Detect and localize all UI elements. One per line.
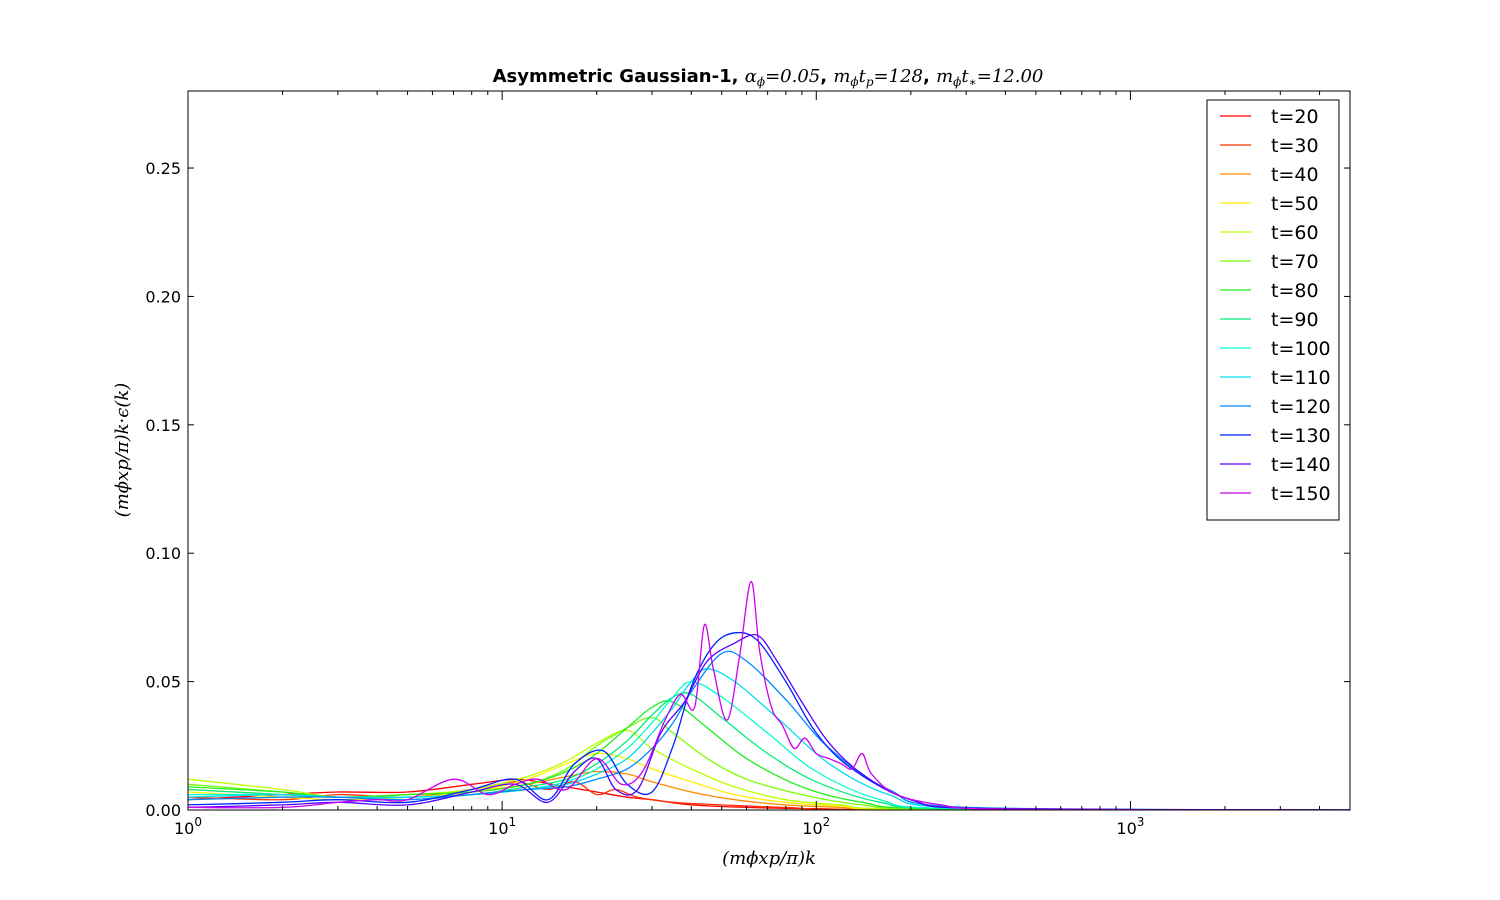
legend-box (1206, 99, 1340, 521)
legend-label-8: t=100 (1271, 338, 1331, 360)
legend-label-12: t=140 (1271, 454, 1331, 476)
x-axis-label: (mϕxp/π)k (722, 848, 816, 869)
x-tick-label-2: 102 (802, 815, 830, 838)
legend: t=20 t=30 t=40 t=50 t=60 t=70 t=80 t=90 t=100 t=1… (1206, 99, 1340, 521)
legend-label-2: t=40 (1271, 164, 1319, 186)
legend-label-9: t=110 (1271, 367, 1331, 389)
x-tick-label-0: 100 (174, 815, 202, 838)
legend-label-6: t=80 (1271, 280, 1319, 302)
y-tick-label-3: 0.15 (145, 416, 181, 435)
series-line-9 (188, 668, 1350, 810)
legend-label-11: t=130 (1271, 425, 1331, 447)
series-line-11 (188, 631, 1350, 810)
x-tick-label-1: 101 (488, 815, 516, 838)
y-tick-label-2: 0.10 (145, 544, 181, 563)
series-line-12 (188, 634, 1350, 810)
x-tick-label-3: 103 (1116, 815, 1144, 838)
y-tick-label-1: 0.05 (145, 673, 181, 692)
legend-label-0: t=20 (1271, 106, 1319, 128)
chart-title: Asymmetric Gaussian-1, αϕ=0.05, mϕtp=128… (493, 66, 1044, 89)
series-line-13 (188, 580, 1350, 810)
series-line-0 (188, 778, 1350, 810)
series-line-2 (188, 770, 1350, 810)
y-tick-label-0: 0.00 (145, 801, 181, 820)
legend-label-4: t=60 (1271, 222, 1319, 244)
legend-label-1: t=30 (1271, 135, 1319, 157)
legend-label-5: t=70 (1271, 251, 1319, 273)
legend-label-3: t=50 (1271, 193, 1319, 215)
y-axis-label: (mϕxp/π)k·ϵ(k) (112, 383, 133, 518)
legend-label-7: t=90 (1271, 309, 1319, 331)
y-tick-label-5: 0.25 (145, 159, 181, 178)
ticks-layer: 0.00 0.05 0.10 0.15 0.20 0.25 100 101 102 103 (145, 91, 1350, 838)
legend-label-10: t=120 (1271, 396, 1331, 418)
legend-label-13: t=150 (1271, 483, 1331, 505)
series-line-6 (188, 700, 1350, 810)
series-layer (188, 580, 1350, 810)
y-tick-label-4: 0.20 (145, 287, 181, 306)
plot-frame (187, 90, 1351, 811)
series-line-1 (188, 781, 1350, 810)
